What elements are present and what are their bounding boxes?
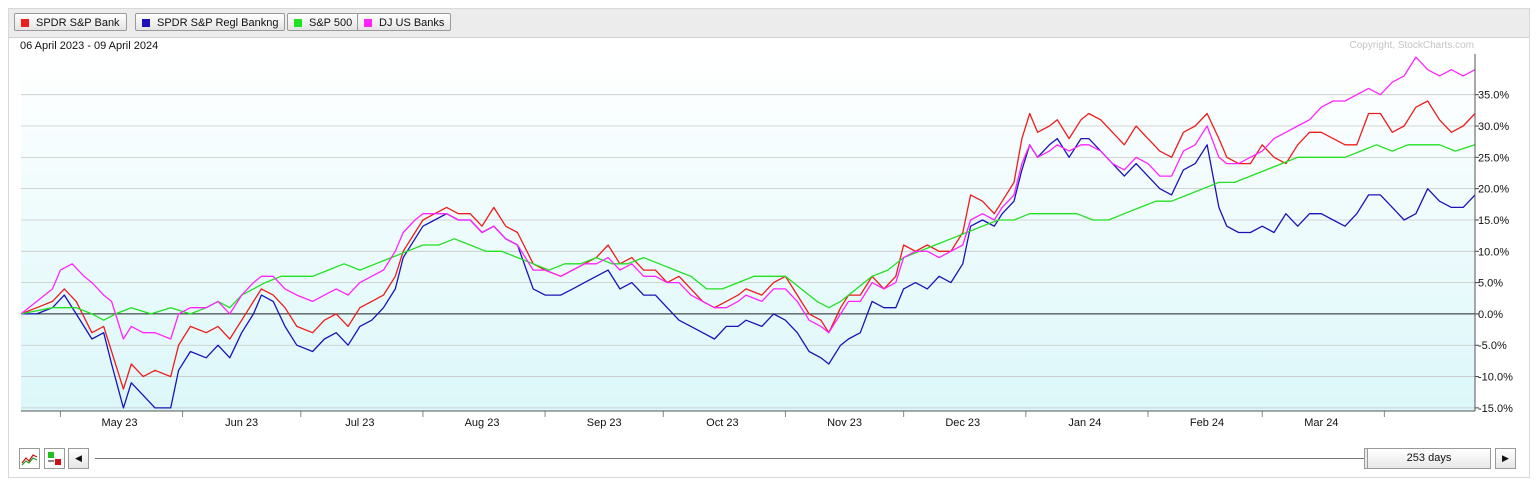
color-blocks-icon[interactable] bbox=[44, 448, 65, 469]
y-tick-label: 35.0% bbox=[1478, 90, 1509, 102]
legend-label: SPDR S&P Bank bbox=[36, 17, 120, 29]
y-tick-label: -10.0% bbox=[1478, 372, 1513, 384]
legend-label: DJ US Banks bbox=[379, 17, 445, 29]
y-tick-label: 15.0% bbox=[1478, 215, 1509, 227]
date-range-label: 06 April 2023 - 09 April 2024 bbox=[20, 40, 159, 52]
navigation-bar: ◀ 253 days ▶ bbox=[9, 447, 1529, 471]
series-line-spdr-s-p-bank bbox=[20, 100, 1476, 390]
legend-item-spdr-bank[interactable]: SPDR S&P Bank bbox=[14, 13, 127, 31]
y-tick-label: -15.0% bbox=[1478, 403, 1513, 415]
color-blocks-glyph bbox=[48, 452, 61, 465]
chart-frame: SPDR S&P Bank SPDR S&P Regl Bankng S&P 5… bbox=[8, 8, 1530, 478]
plot-background bbox=[21, 54, 1475, 411]
x-tick-label: Aug 23 bbox=[465, 417, 500, 429]
y-tick-label: 5.0% bbox=[1478, 278, 1503, 290]
x-tick-label: Jul 23 bbox=[345, 417, 374, 429]
y-tick-label: 0.0% bbox=[1478, 309, 1503, 321]
legend-item-dj-us-banks[interactable]: DJ US Banks bbox=[357, 13, 452, 31]
y-tick-label: 10.0% bbox=[1478, 246, 1509, 258]
copyright-label: Copyright, StockCharts.com bbox=[1349, 40, 1475, 51]
series-line-dj-us-banks bbox=[20, 56, 1476, 340]
legend-swatch-icon bbox=[294, 19, 302, 27]
legend-swatch-icon bbox=[364, 19, 372, 27]
legend-label: SPDR S&P Regl Bankng bbox=[157, 17, 279, 29]
legend-swatch-icon bbox=[142, 19, 150, 27]
x-tick-label: Oct 23 bbox=[706, 417, 738, 429]
legend-bar: SPDR S&P Bank SPDR S&P Regl Bankng S&P 5… bbox=[9, 9, 1529, 38]
x-tick-label: Jun 23 bbox=[225, 417, 258, 429]
legend-swatch-icon bbox=[21, 19, 29, 27]
y-tick-label: 30.0% bbox=[1478, 121, 1509, 133]
x-tick-label: May 23 bbox=[101, 417, 137, 429]
series-line-spdr-s-p-regl-bankng bbox=[21, 137, 1476, 409]
legend-label: S&P 500 bbox=[309, 17, 353, 29]
x-tick-label: Feb 24 bbox=[1190, 417, 1224, 429]
line-chart-icon[interactable] bbox=[19, 448, 40, 469]
series-line-s-p-500 bbox=[20, 144, 1476, 321]
y-tick-label: 25.0% bbox=[1478, 152, 1509, 164]
x-tick-label: Jan 24 bbox=[1068, 417, 1101, 429]
y-tick-label: 20.0% bbox=[1478, 184, 1509, 196]
chart-plot: 35.0% 30.0% 25.0% 20.0% 15.0% 10.0% 5.0% 0.0% -5… bbox=[20, 54, 1513, 429]
x-tick-label: Sep 23 bbox=[587, 417, 622, 429]
days-range-display[interactable]: 253 days bbox=[1367, 448, 1491, 469]
x-tick-label: Mar 24 bbox=[1304, 417, 1338, 429]
y-tick-label: -5.0% bbox=[1478, 340, 1507, 352]
legend-item-sp500[interactable]: S&P 500 bbox=[287, 13, 360, 31]
scroll-left-button[interactable]: ◀ bbox=[68, 448, 89, 469]
x-tick-label: Dec 23 bbox=[945, 417, 980, 429]
scroll-right-button[interactable]: ▶ bbox=[1495, 448, 1516, 469]
date-slider-track[interactable] bbox=[95, 458, 1367, 459]
line-chart-glyph bbox=[21, 454, 38, 466]
legend-item-spdr-regl-banking[interactable]: SPDR S&P Regl Bankng bbox=[135, 13, 286, 31]
x-tick-label: Nov 23 bbox=[827, 417, 862, 429]
